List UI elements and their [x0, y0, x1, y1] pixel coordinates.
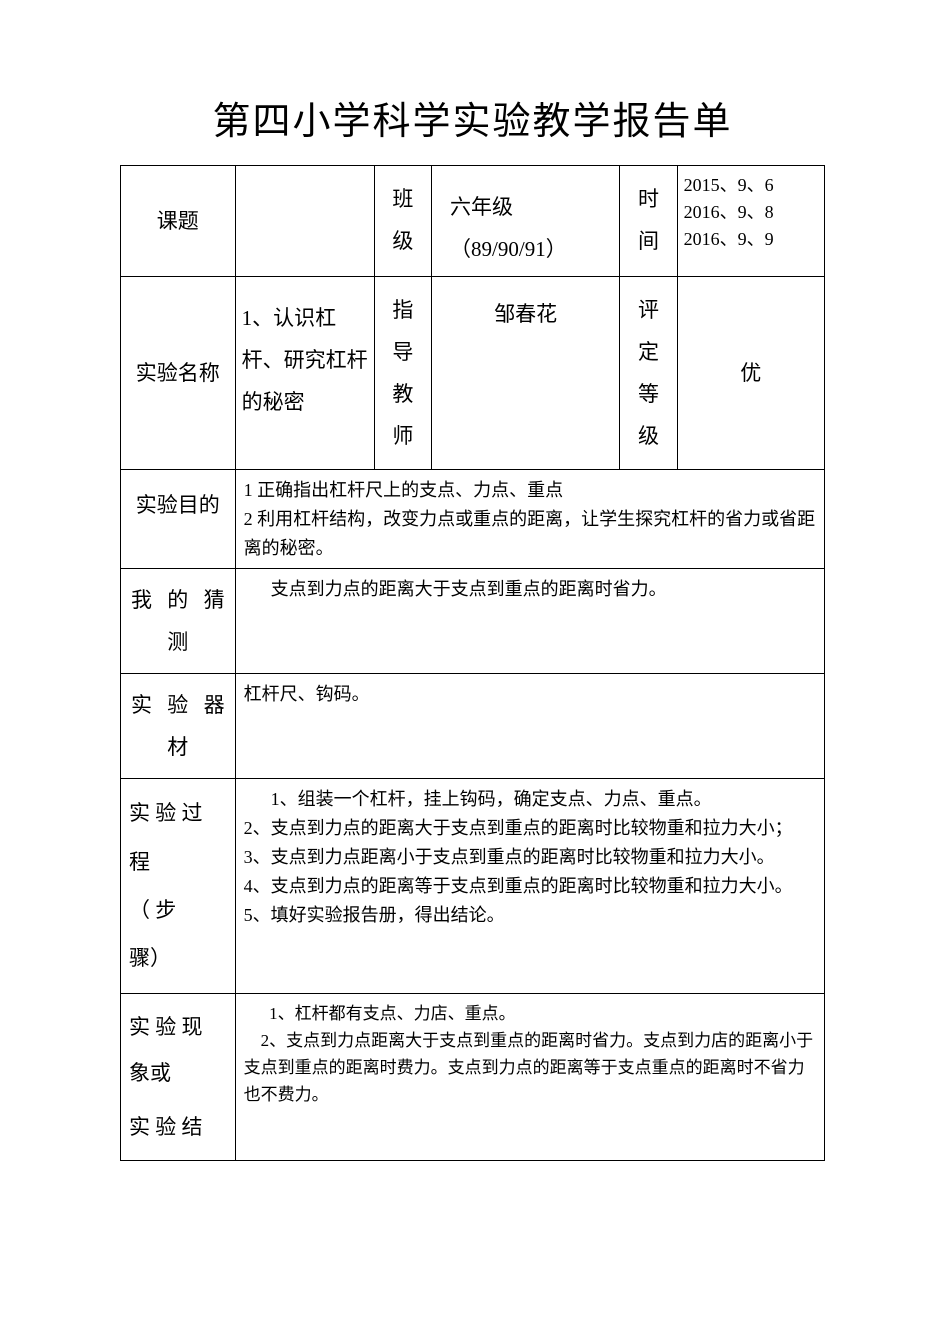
proc-label-l2: 程: [129, 838, 227, 886]
grade-label: 评 定 等 级: [620, 277, 677, 470]
result-label: 实 验 现 象或 实 验 结: [121, 993, 236, 1161]
row-process: 实 验 过 程 （ 步 骤） 1、组装一个杠杆，挂上钩码，确定支点、力点、重点。…: [121, 779, 825, 993]
proc-line-2: 2、支点到力点的距离大于支点到重点的距离时比较物重和拉力大小；: [244, 814, 816, 843]
row-equipment: 实验器 材 杠杆尺、钩码。: [121, 674, 825, 779]
guess-text: 支点到力点的距离大于支点到重点的距离时省力。: [235, 569, 824, 674]
topic-label: 课题: [121, 166, 236, 277]
result-label-l2: 象或: [129, 1050, 227, 1096]
proc-label-l3: （ 步: [129, 886, 227, 934]
class-label-l1: 班: [381, 178, 425, 220]
class-label: 班 级: [374, 166, 431, 277]
teacher-label-2: 导: [381, 331, 425, 373]
guess-label-l2: 测: [131, 621, 225, 663]
class-label-l2: 级: [381, 220, 425, 262]
process-text: 1、组装一个杠杆，挂上钩码，确定支点、力点、重点。 2、支点到力点的距离大于支点…: [235, 779, 824, 993]
result-text: 1、杠杆都有支点、力店、重点。 2、支点到力点距离大于支点到重点的距离时省力。支…: [235, 993, 824, 1161]
page-title: 第四小学科学实验教学报告单: [120, 90, 825, 145]
class-value-l2: （89/90/91）: [450, 228, 613, 270]
time-label: 时 间: [620, 166, 677, 277]
result-line-2: 2、支点到力点距离大于支点到重点的距离时省力。支点到力店的距离小于支点到重点的距…: [244, 1027, 816, 1109]
teacher-label-1: 指: [381, 289, 425, 331]
expname-value: 1、认识杠杆、研究杠杆的秘密: [235, 277, 374, 470]
purpose-text: 1 正确指出杠杆尺上的支点、力点、重点 2 利用杠杆结构，改变力点或重点的距离，…: [235, 470, 824, 569]
row-guess: 我的猜 测 支点到力点的距离大于支点到重点的距离时省力。: [121, 569, 825, 674]
proc-line-4: 4、支点到力点的距离等于支点到重点的距离时比较物重和拉力大小。: [244, 872, 816, 901]
equip-label-l1: 实验器: [131, 684, 225, 726]
row-topic: 课题 班 级 六年级 （89/90/91） 时 间 2015、9、6 2016、…: [121, 166, 825, 277]
class-value: 六年级 （89/90/91）: [432, 166, 620, 277]
guess-text-span: 支点到力点的距离大于支点到重点的距离时省力。: [244, 579, 667, 599]
guess-label-l1: 我的猜: [131, 579, 225, 621]
teacher-value: 邹春花: [432, 277, 620, 470]
guess-label: 我的猜 测: [121, 569, 236, 674]
result-label-l1: 实 验 现: [129, 1004, 227, 1050]
row-purpose: 实验目的 1 正确指出杠杆尺上的支点、力点、重点 2 利用杠杆结构，改变力点或重…: [121, 470, 825, 569]
time-label-l1: 时: [626, 178, 670, 220]
row-experiment-name: 实验名称 1、认识杠杆、研究杠杆的秘密 指 导 教 师 邹春花 评 定 等 级 …: [121, 277, 825, 470]
equipment-label: 实验器 材: [121, 674, 236, 779]
purpose-label: 实验目的: [121, 470, 236, 569]
date-3: 2016、9、9: [684, 226, 818, 253]
grade-value: 优: [677, 277, 824, 470]
proc-label-l1: 实 验 过: [129, 789, 227, 837]
grade-label-3: 等: [626, 373, 670, 415]
equipment-text: 杠杆尺、钩码。: [235, 674, 824, 779]
time-value: 2015、9、6 2016、9、8 2016、9、9: [677, 166, 824, 277]
row-result: 实 验 现 象或 实 验 结 1、杠杆都有支点、力店、重点。 2、支点到力点距离…: [121, 993, 825, 1161]
proc-line-1: 1、组装一个杠杆，挂上钩码，确定支点、力点、重点。: [244, 785, 816, 814]
proc-label-l4: 骤）: [129, 934, 227, 982]
result-line-1: 1、杠杆都有支点、力店、重点。: [244, 1000, 816, 1027]
report-table: 课题 班 级 六年级 （89/90/91） 时 间 2015、9、6 2016、…: [120, 165, 825, 1161]
equip-label-l2: 材: [131, 726, 225, 768]
teacher-label-3: 教: [381, 373, 425, 415]
result-label-l3: 实 验 结: [129, 1104, 227, 1150]
proc-line-5: 5、填好实验报告册，得出结论。: [244, 901, 816, 930]
grade-label-2: 定: [626, 331, 670, 373]
proc-line-3: 3、支点到力点距离小于支点到重点的距离时比较物重和拉力大小。: [244, 843, 816, 872]
time-label-l2: 间: [626, 220, 670, 262]
date-2: 2016、9、8: [684, 199, 818, 226]
grade-label-1: 评: [626, 289, 670, 331]
class-value-l1: 六年级: [450, 186, 613, 228]
teacher-label: 指 导 教 师: [374, 277, 431, 470]
grade-label-4: 级: [626, 415, 670, 457]
process-label: 实 验 过 程 （ 步 骤）: [121, 779, 236, 993]
date-1: 2015、9、6: [684, 172, 818, 199]
expname-label: 实验名称: [121, 277, 236, 470]
topic-value: [235, 166, 374, 277]
teacher-label-4: 师: [381, 415, 425, 457]
